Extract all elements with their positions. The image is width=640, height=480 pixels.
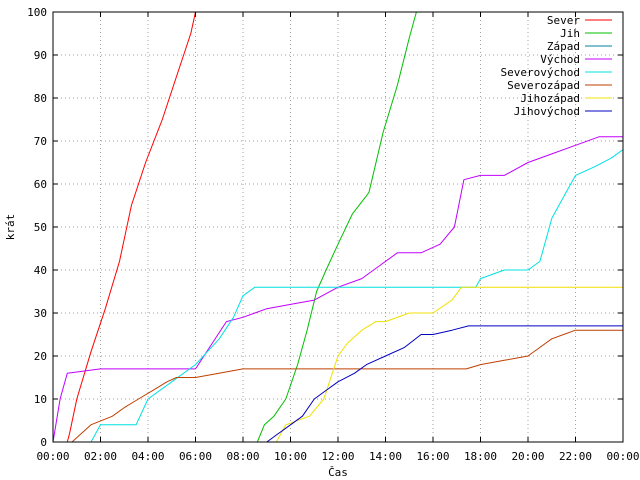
axis-ticks: 00:00 02:00 04:00 06:00 08:00 10:00 12:00 14:00… [27, 6, 639, 463]
series-line-1 [256, 11, 417, 443]
y-tick-label: 100 [27, 6, 47, 19]
legend-label: Jih [560, 27, 580, 40]
y-tick-label: 40 [34, 264, 47, 277]
x-tick-label: 22:00 [559, 450, 592, 463]
legend-label: Severozápad [507, 79, 580, 92]
series-lines [52, 11, 624, 443]
y-axis-label: krát [4, 214, 17, 241]
x-tick-label: 10:00 [274, 450, 307, 463]
series-line-0 [66, 11, 196, 443]
series-line-7 [266, 325, 623, 443]
legend-label: Západ [547, 40, 580, 53]
y-tick-label: 50 [34, 221, 47, 234]
legend-label: Sever [547, 14, 580, 27]
y-tick-label: 90 [34, 49, 47, 62]
y-tick-label: 60 [34, 178, 47, 191]
x-tick-label: 00:00 [606, 450, 639, 463]
x-tick-label: 14:00 [369, 450, 402, 463]
x-tick-label: 18:00 [464, 450, 497, 463]
legend-label: Jihovýchod [514, 105, 580, 118]
x-tick-label: 02:00 [84, 450, 117, 463]
x-axis-label: Čas [328, 466, 348, 479]
x-tick-label: 04:00 [131, 450, 164, 463]
x-tick-label: 08:00 [226, 450, 259, 463]
y-tick-label: 0 [40, 436, 47, 449]
legend-label: Severovýchod [501, 66, 580, 79]
series-line-3 [52, 136, 623, 443]
y-tick-label: 10 [34, 393, 47, 406]
x-tick-label: 00:00 [36, 450, 69, 463]
y-tick-label: 80 [34, 92, 47, 105]
x-tick-label: 06:00 [179, 450, 212, 463]
series-line-5 [71, 329, 623, 443]
y-tick-label: 70 [34, 135, 47, 148]
legend-label: Východ [540, 53, 580, 66]
y-tick-label: 20 [34, 350, 47, 363]
series-line-4 [90, 149, 624, 443]
legend: SeverJihZápadVýchodSeverovýchodSeverozáp… [501, 14, 612, 118]
series-line-6 [275, 286, 623, 443]
x-tick-label: 20:00 [511, 450, 544, 463]
x-tick-label: 16:00 [416, 450, 449, 463]
legend-label: Jihozápad [520, 92, 580, 105]
x-tick-label: 12:00 [321, 450, 354, 463]
y-tick-label: 30 [34, 307, 47, 320]
